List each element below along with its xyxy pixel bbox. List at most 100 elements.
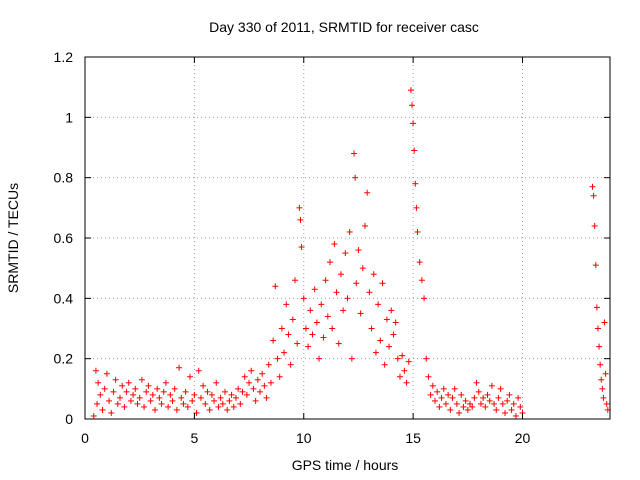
data-point (162, 379, 169, 386)
data-point (276, 373, 283, 380)
data-point (512, 412, 519, 419)
data-point (412, 180, 419, 187)
data-point (432, 397, 438, 404)
data-point (94, 400, 101, 407)
data-point (440, 385, 447, 392)
data-point (95, 379, 102, 386)
data-point (165, 403, 172, 410)
data-point (316, 355, 323, 362)
data-point (453, 400, 460, 407)
data-point (383, 316, 390, 323)
data-point (252, 397, 259, 404)
axes: 0 5 10 15 20 0 0.2 0.4 0.6 0.8 1 1.2 (54, 49, 610, 446)
data-point (217, 394, 224, 401)
data-point (228, 391, 235, 398)
data-point (136, 394, 143, 401)
data-point (287, 361, 294, 368)
data-point (352, 174, 359, 181)
data-point (184, 403, 191, 410)
data-point (467, 400, 473, 407)
data-point (589, 183, 596, 190)
data-point (388, 307, 395, 314)
data-point (106, 397, 113, 404)
data-point (348, 355, 355, 362)
data-point (353, 280, 360, 287)
data-point (438, 394, 445, 401)
data-point (399, 352, 406, 359)
data-point (469, 403, 476, 410)
data-point (436, 403, 443, 410)
data-point (263, 394, 270, 401)
data-point (482, 403, 489, 410)
data-point (208, 391, 215, 398)
data-point (206, 406, 213, 413)
data-point (599, 385, 606, 392)
data-point (156, 394, 163, 401)
data-point (372, 349, 379, 356)
data-point (132, 385, 139, 392)
data-point (259, 370, 266, 377)
data-point (313, 319, 320, 326)
data-point (592, 262, 599, 269)
data-point (346, 228, 353, 235)
data-point (127, 397, 134, 404)
x-tick-label: 15 (405, 430, 421, 446)
data-point (235, 385, 242, 392)
data-point (241, 373, 248, 380)
data-point (486, 397, 493, 404)
data-point (289, 316, 296, 323)
data-point (429, 382, 436, 389)
data-point (219, 400, 226, 407)
data-point (502, 409, 508, 416)
data-point (464, 406, 471, 413)
grid (85, 57, 610, 419)
data-point (119, 382, 126, 389)
data-point (180, 400, 187, 407)
data-point (176, 364, 183, 371)
data-point (169, 397, 176, 404)
plot-frame (84, 56, 611, 420)
data-point (434, 388, 441, 395)
data-point (386, 343, 393, 350)
x-tick-label: 5 (190, 430, 198, 446)
data-point (182, 388, 189, 395)
data-point (191, 391, 198, 398)
data-point (147, 397, 154, 404)
data-point (281, 349, 288, 356)
data-point (270, 337, 277, 344)
data-point (397, 373, 403, 380)
data-point (243, 391, 250, 398)
data-point (333, 289, 340, 296)
data-point (462, 397, 469, 404)
data-point (298, 244, 305, 251)
data-point (274, 355, 281, 362)
data-point (375, 301, 382, 308)
data-point (368, 325, 375, 332)
data-point (123, 388, 130, 395)
data-point (237, 400, 244, 407)
data-point (401, 367, 408, 374)
data-point (355, 247, 362, 254)
data-point (143, 388, 150, 395)
x-tick-label: 20 (515, 430, 531, 446)
data-point (318, 301, 325, 308)
data-point (152, 406, 158, 413)
data-point (173, 406, 180, 413)
data-point (600, 394, 607, 401)
data-point (506, 391, 513, 398)
data-point (602, 370, 609, 377)
data-point (370, 271, 377, 278)
data-point (394, 355, 401, 362)
data-point (283, 301, 290, 308)
data-point (130, 391, 137, 398)
data-point (364, 189, 371, 196)
data-point (497, 385, 504, 392)
data-point (112, 376, 119, 383)
data-point (413, 204, 420, 211)
data-point (239, 388, 246, 395)
data-point (311, 286, 318, 293)
data-point (421, 295, 428, 302)
y-axis-title: SRMTID / TECUs (5, 183, 21, 293)
data-point (447, 406, 454, 413)
data-point (204, 388, 211, 395)
